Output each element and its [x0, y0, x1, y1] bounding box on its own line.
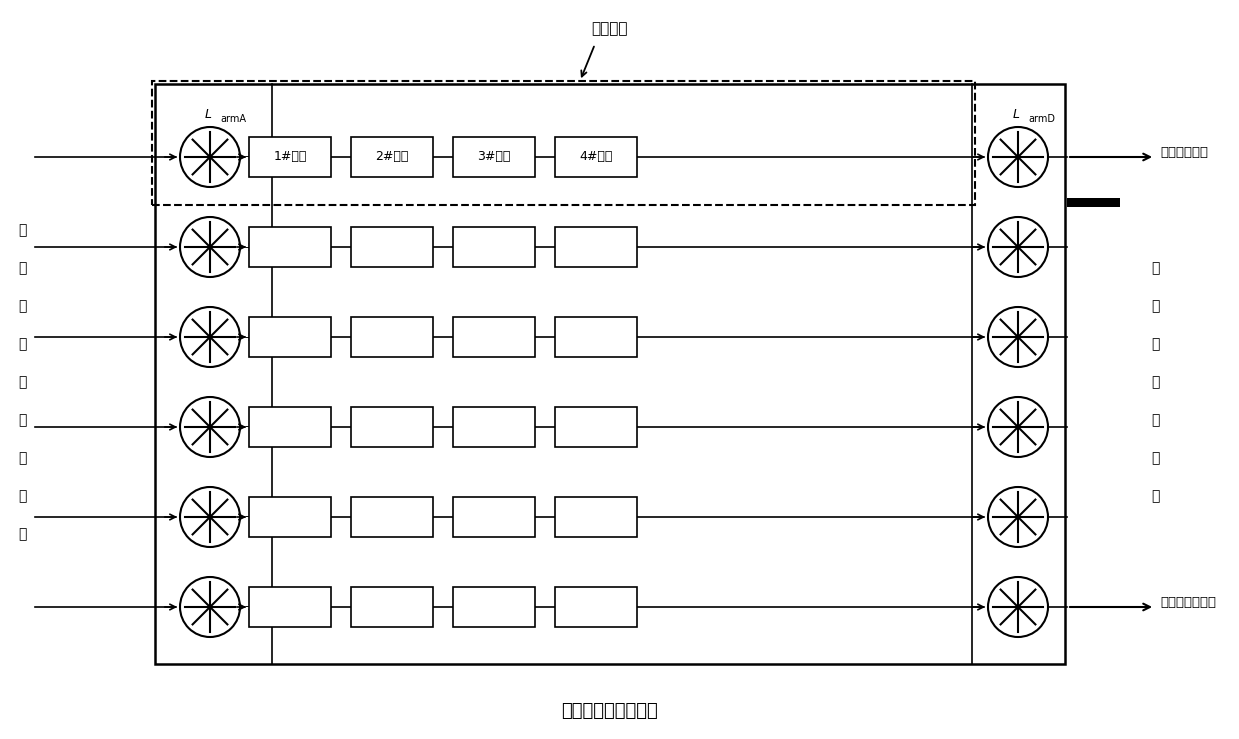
Bar: [555, 497, 637, 537]
Text: 区: 区: [1151, 451, 1160, 465]
Bar: [453, 497, 535, 537]
Bar: [249, 407, 331, 447]
Text: 1#阀塔: 1#阀塔: [274, 151, 307, 163]
Text: 正极换流器桥臂布局: 正极换流器桥臂布局: [561, 702, 658, 720]
Text: 器: 器: [17, 527, 26, 541]
Text: 自: 自: [17, 261, 26, 275]
Bar: [351, 137, 432, 177]
Bar: [249, 227, 331, 267]
Bar: [555, 227, 637, 267]
Text: 4#阀塔: 4#阀塔: [580, 151, 613, 163]
Text: 域: 域: [1151, 489, 1160, 503]
Bar: [351, 227, 432, 267]
Text: 2#阀塔: 2#阀塔: [375, 151, 409, 163]
Text: 到: 到: [1151, 261, 1160, 275]
Bar: [152, 81, 975, 205]
Text: 正极直流中性线: 正极直流中性线: [1160, 596, 1215, 608]
Bar: [555, 317, 637, 357]
Text: 正极直流母线: 正极直流母线: [1160, 146, 1208, 158]
Bar: [555, 587, 637, 627]
Bar: [453, 407, 535, 447]
Text: -CP: -CP: [244, 420, 265, 434]
Bar: [555, 407, 637, 447]
Bar: [155, 84, 1066, 664]
Bar: [351, 407, 432, 447]
Text: 3#阀塔: 3#阀塔: [477, 151, 510, 163]
Text: L: L: [204, 108, 212, 121]
Text: 正: 正: [17, 299, 26, 313]
Text: armA: armA: [221, 114, 247, 124]
Text: armD: armD: [1028, 114, 1054, 124]
Bar: [249, 317, 331, 357]
Text: +CP: +CP: [244, 330, 271, 344]
Text: -AP: -AP: [244, 601, 264, 613]
Text: 集: 集: [1151, 413, 1160, 427]
Text: 汇: 汇: [1151, 375, 1160, 389]
Bar: [453, 587, 535, 627]
Bar: [453, 317, 535, 357]
Text: 流: 流: [17, 413, 26, 427]
Bar: [1067, 197, 1120, 206]
Bar: [249, 137, 331, 177]
Text: +BP: +BP: [244, 240, 271, 253]
Text: 流: 流: [1151, 337, 1160, 351]
Bar: [351, 497, 432, 537]
Text: L: L: [1014, 108, 1020, 121]
Text: -BP: -BP: [244, 511, 264, 523]
Bar: [555, 137, 637, 177]
Bar: [351, 317, 432, 357]
Text: 直: 直: [1151, 299, 1160, 313]
Text: 单个桥臂: 单个桥臂: [592, 21, 628, 36]
Text: 来: 来: [17, 223, 26, 237]
Text: 压: 压: [17, 489, 26, 503]
Text: 换: 换: [17, 375, 26, 389]
Text: 极: 极: [17, 337, 26, 351]
Bar: [249, 497, 331, 537]
Text: +AP: +AP: [244, 151, 270, 163]
Text: 变: 变: [17, 451, 26, 465]
Bar: [453, 137, 535, 177]
Bar: [351, 587, 432, 627]
Bar: [249, 587, 331, 627]
Bar: [453, 227, 535, 267]
